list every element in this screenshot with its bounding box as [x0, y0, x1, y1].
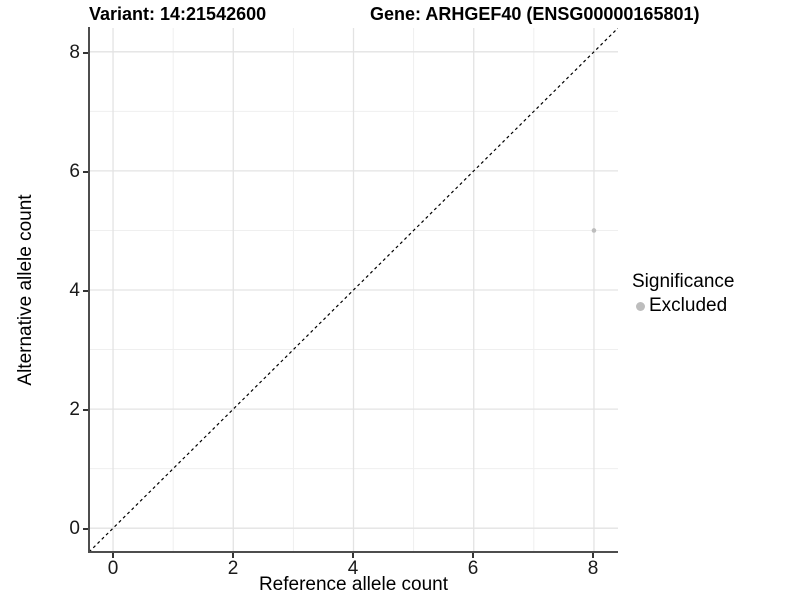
legend-item-excluded: Excluded	[630, 295, 734, 317]
x-tick-mark	[472, 553, 474, 558]
legend-title: Significance	[632, 271, 735, 292]
x-tick-label: 6	[467, 558, 479, 579]
y-tick-mark	[83, 52, 88, 54]
excluded-point-icon	[636, 301, 645, 311]
x-axis-line	[88, 551, 618, 553]
plot-svg	[88, 27, 619, 553]
x-tick-label: 0	[107, 558, 119, 579]
y-tick-label: 6	[69, 161, 80, 182]
y-tick-label: 0	[69, 518, 80, 539]
y-tick-label: 2	[69, 399, 80, 420]
y-tick-mark	[83, 171, 88, 173]
y-tick-mark	[83, 290, 88, 292]
data-point	[591, 228, 597, 233]
x-tick-mark	[592, 553, 594, 558]
gene-title: Gene: ARHGEF40 (ENSG00000165801)	[370, 4, 700, 24]
legend: Significance Excluded	[630, 271, 734, 317]
legend-item-label: Excluded	[649, 295, 728, 316]
x-tick-mark	[232, 553, 234, 558]
x-tick-mark	[112, 553, 114, 558]
x-tick-label: 8	[587, 558, 599, 579]
variant-title: Variant: 14:21542600	[89, 4, 267, 24]
y-tick-mark	[83, 409, 88, 411]
identity-reference-line	[88, 27, 619, 553]
x-tick-label: 2	[227, 558, 239, 579]
x-axis-title: Reference allele count	[258, 574, 449, 595]
y-tick-mark	[83, 528, 88, 530]
y-axis-line	[88, 27, 90, 553]
x-tick-mark	[352, 553, 354, 558]
y-tick-label: 4	[69, 280, 80, 301]
plot-panel	[88, 27, 619, 553]
y-tick-label: 8	[69, 42, 80, 63]
y-axis-title: Alternative allele count	[15, 194, 36, 386]
x-tick-label: 4	[347, 558, 359, 579]
